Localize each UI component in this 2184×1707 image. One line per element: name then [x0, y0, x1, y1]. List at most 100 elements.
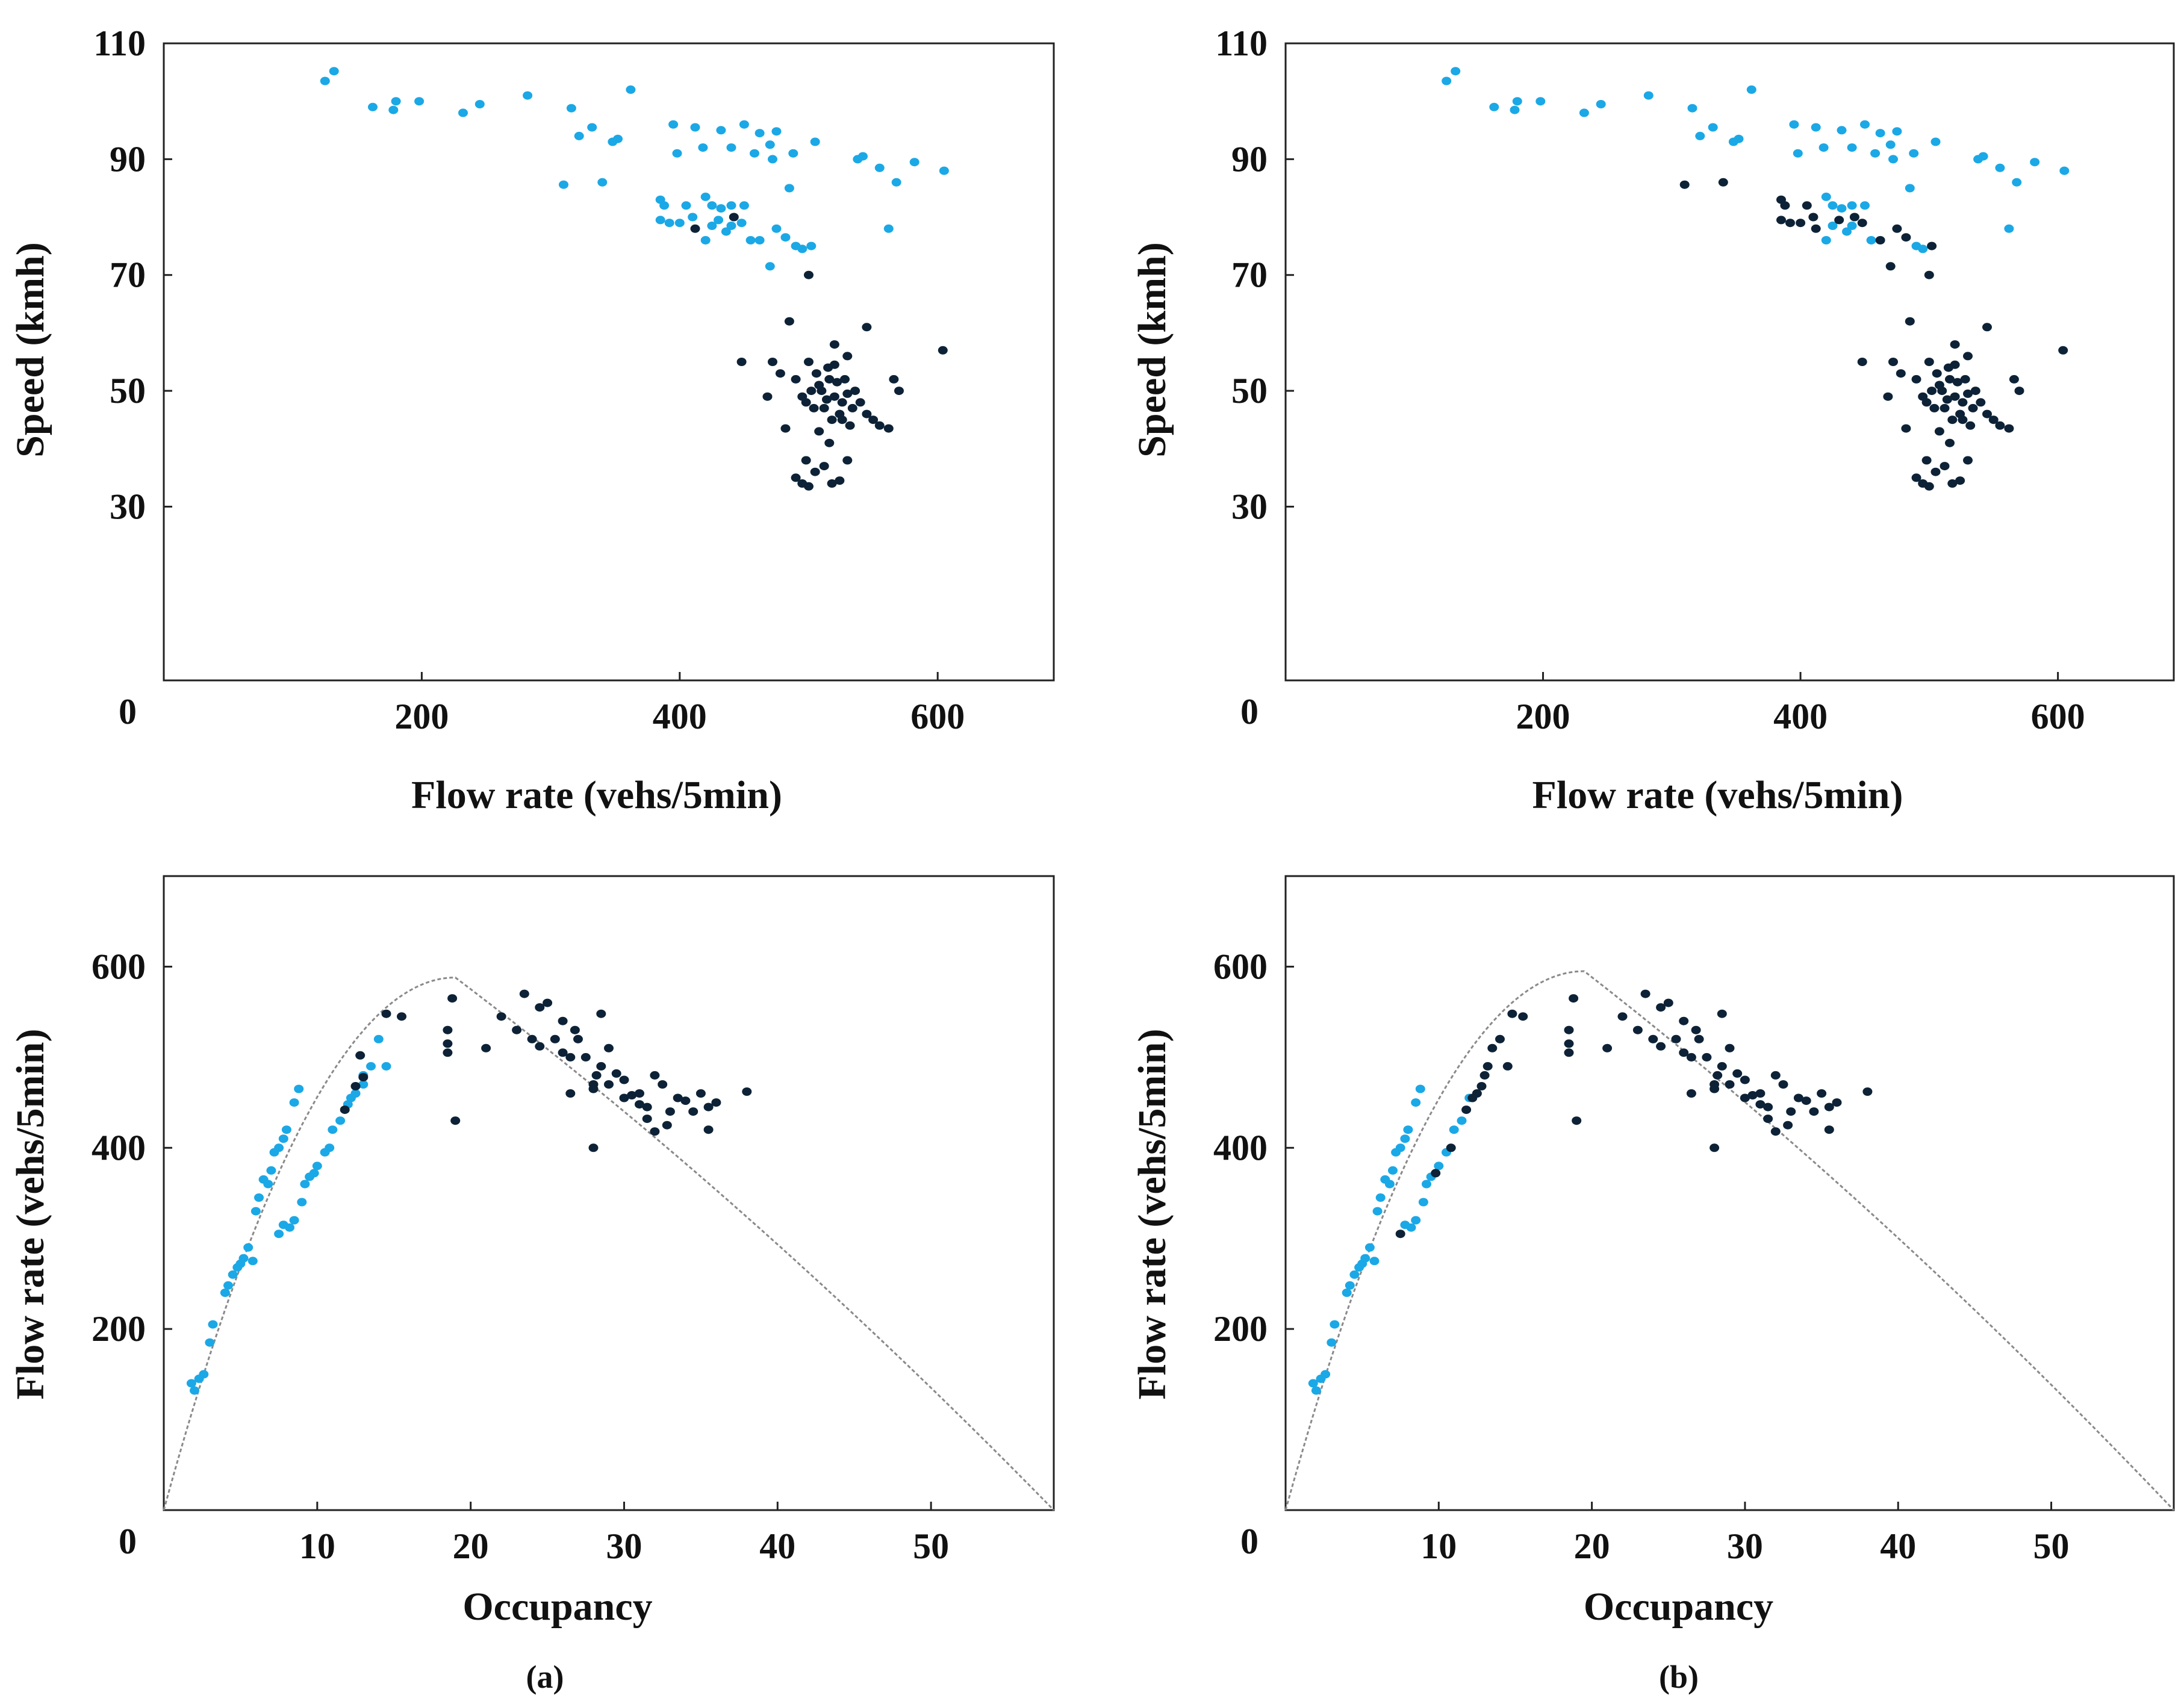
- free-point: [1695, 131, 1705, 140]
- free-point: [714, 216, 724, 225]
- y-tick-label: 50: [110, 371, 146, 411]
- free-point: [1818, 143, 1829, 152]
- y-tick-label: 70: [110, 255, 146, 295]
- x-axis-label: Flow rate (vehs/5min): [1532, 773, 1903, 817]
- free-point: [285, 1223, 294, 1232]
- y-tick-label: 400: [92, 1128, 146, 1168]
- congested-point: [519, 989, 529, 998]
- origin-label: 0: [1240, 1522, 1258, 1561]
- congested-point: [862, 323, 872, 332]
- free-point: [1369, 1257, 1380, 1266]
- y-axis-label: Speed (kmh): [8, 242, 52, 458]
- y-tick-label: 30: [1231, 487, 1268, 526]
- congested-point: [1679, 180, 1690, 189]
- congested-point: [819, 462, 829, 471]
- free-point: [1535, 97, 1546, 106]
- congested-point: [1671, 1034, 1681, 1043]
- congested-point: [736, 358, 747, 366]
- free-point: [765, 140, 775, 149]
- free-point: [784, 184, 794, 193]
- congested-point: [1885, 262, 1896, 271]
- congested-point: [650, 1127, 660, 1136]
- free-point: [1372, 1207, 1383, 1216]
- congested-point: [847, 403, 857, 412]
- congested-point: [558, 1016, 568, 1025]
- congested-point: [810, 467, 820, 476]
- congested-point: [1924, 358, 1934, 366]
- y-tick-label: 30: [110, 487, 146, 526]
- congested-point: [447, 994, 458, 1003]
- congested-point: [397, 1012, 406, 1021]
- free-point: [335, 1116, 346, 1125]
- free-point: [1885, 140, 1896, 149]
- fitted-curve: [1284, 970, 2175, 1511]
- free-point: [368, 102, 378, 111]
- congested-point: [862, 409, 872, 418]
- free-point: [1406, 1223, 1416, 1232]
- free-point: [1579, 108, 1589, 117]
- congested-point: [1725, 1080, 1735, 1089]
- free-point: [223, 1281, 233, 1290]
- congested-point: [619, 1093, 629, 1102]
- y-tick-label: 110: [1215, 23, 1268, 63]
- x-tick-label: 50: [913, 1526, 949, 1566]
- congested-point: [1802, 201, 1812, 210]
- congested-point: [1808, 213, 1818, 222]
- free-point: [1395, 1143, 1405, 1152]
- free-point: [281, 1125, 291, 1134]
- plot-frame: [1284, 42, 2175, 682]
- panel-label-b: (b): [1659, 1659, 1699, 1695]
- x-tick-label: 50: [2033, 1526, 2070, 1566]
- free-point: [566, 104, 576, 113]
- x-tick-label: 600: [910, 697, 965, 736]
- free-point: [1457, 1116, 1467, 1125]
- y-axis-label: Flow rate (vehs/5min): [1130, 1029, 1174, 1400]
- free-point: [1411, 1098, 1421, 1107]
- free-point: [700, 192, 711, 201]
- free-point: [186, 1379, 196, 1388]
- congested-point: [611, 1069, 621, 1078]
- free-point: [707, 201, 717, 210]
- congested-point: [1725, 1043, 1735, 1052]
- congested-point: [1713, 1071, 1723, 1080]
- congested-point: [1942, 395, 1952, 404]
- congested-point: [1461, 1105, 1472, 1115]
- congested-point: [1982, 409, 1992, 418]
- free-point: [329, 67, 339, 76]
- free-point: [745, 236, 756, 244]
- congested-point: [784, 317, 794, 326]
- free-point: [797, 244, 807, 253]
- congested-point: [1747, 1091, 1758, 1099]
- congested-point: [822, 395, 832, 404]
- congested-point: [827, 479, 837, 488]
- free-point: [659, 201, 670, 210]
- congested-point: [1934, 427, 1944, 436]
- free-point: [1847, 201, 1857, 210]
- free-point: [1746, 85, 1756, 94]
- free-point: [939, 166, 949, 175]
- free-point: [1364, 1243, 1375, 1252]
- free-point: [1847, 143, 1857, 152]
- x-tick-label: 40: [1880, 1526, 1916, 1566]
- congested-point: [1952, 378, 1962, 387]
- plot-frame: [163, 875, 1055, 1511]
- free-point: [1821, 192, 1831, 201]
- congested-point: [381, 1009, 391, 1018]
- congested-point: [1940, 462, 1950, 471]
- congested-point: [703, 1125, 714, 1134]
- congested-point: [680, 1096, 691, 1105]
- x-tick-label: 400: [1773, 697, 1828, 736]
- congested-point: [1824, 1102, 1834, 1112]
- free-point: [2012, 178, 2022, 187]
- free-point: [1892, 127, 1902, 136]
- free-point: [1415, 1084, 1425, 1093]
- congested-point: [1718, 178, 1728, 187]
- congested-point: [842, 352, 853, 361]
- congested-point: [673, 1093, 683, 1102]
- congested-point: [2014, 387, 2024, 396]
- free-point: [1687, 104, 1697, 113]
- congested-point: [1930, 467, 1941, 476]
- congested-point: [1834, 216, 1844, 225]
- congested-point: [819, 403, 829, 412]
- free-point: [587, 123, 597, 132]
